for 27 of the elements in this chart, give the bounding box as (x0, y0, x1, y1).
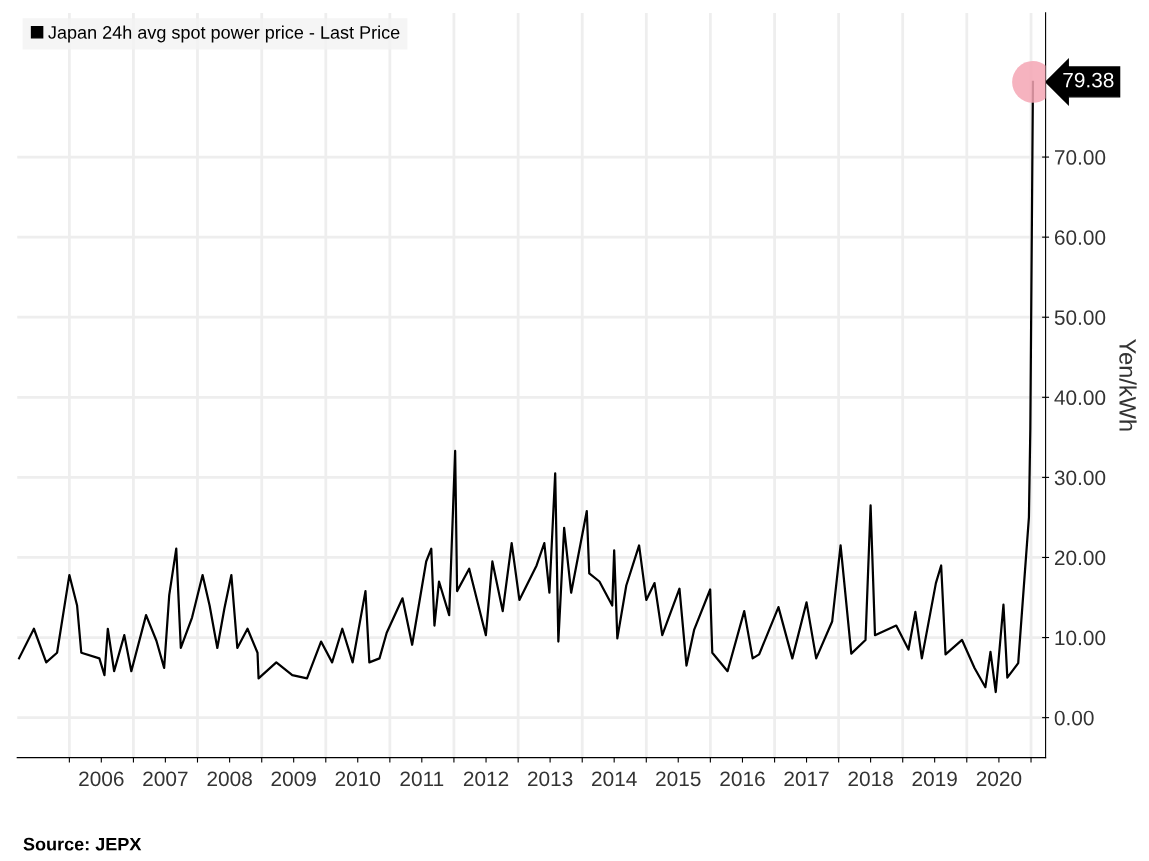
x-tick-label: 2015 (656, 771, 701, 787)
x-tick-label: 2020 (976, 771, 1022, 787)
y-tick-label: 60.00 (1054, 230, 1106, 245)
x-tick-label: 2019 (912, 771, 957, 787)
x-tick-label: 2011 (400, 771, 444, 787)
x-tick-label: 2008 (207, 771, 252, 787)
y-tick-label: 30.00 (1054, 470, 1106, 486)
x-tick-label: 2016 (720, 771, 765, 787)
y-tick-label: 20.00 (1054, 550, 1106, 566)
x-tick-label: 2006 (79, 771, 124, 787)
x-tick-label: 2009 (271, 771, 316, 787)
x-tick-label: 2013 (527, 771, 573, 787)
source-note: Source: JEPX (23, 837, 142, 851)
x-tick-label: 2014 (592, 771, 637, 787)
x-tick-label: 2018 (848, 771, 893, 787)
y-tick-label: 40.00 (1054, 390, 1106, 406)
y-tick-label: 10.00 (1055, 630, 1106, 646)
x-tick-label: 2012 (463, 771, 509, 787)
y-tick-label: 70.00 (1054, 150, 1106, 165)
x-tick-label: 2007 (143, 771, 188, 787)
annotation: 79.38 (1063, 72, 1114, 88)
y-tick-label: 0.00 (1054, 710, 1094, 726)
x-tick-label: 2010 (335, 771, 381, 787)
legend-label: Japan 24h avg spot power price - Last Price (48, 25, 400, 43)
y-axis-title: Yen/kWh (1119, 339, 1137, 431)
x-tick-label: 2017 (784, 771, 829, 787)
y-tick-label: 50.00 (1054, 310, 1106, 325)
